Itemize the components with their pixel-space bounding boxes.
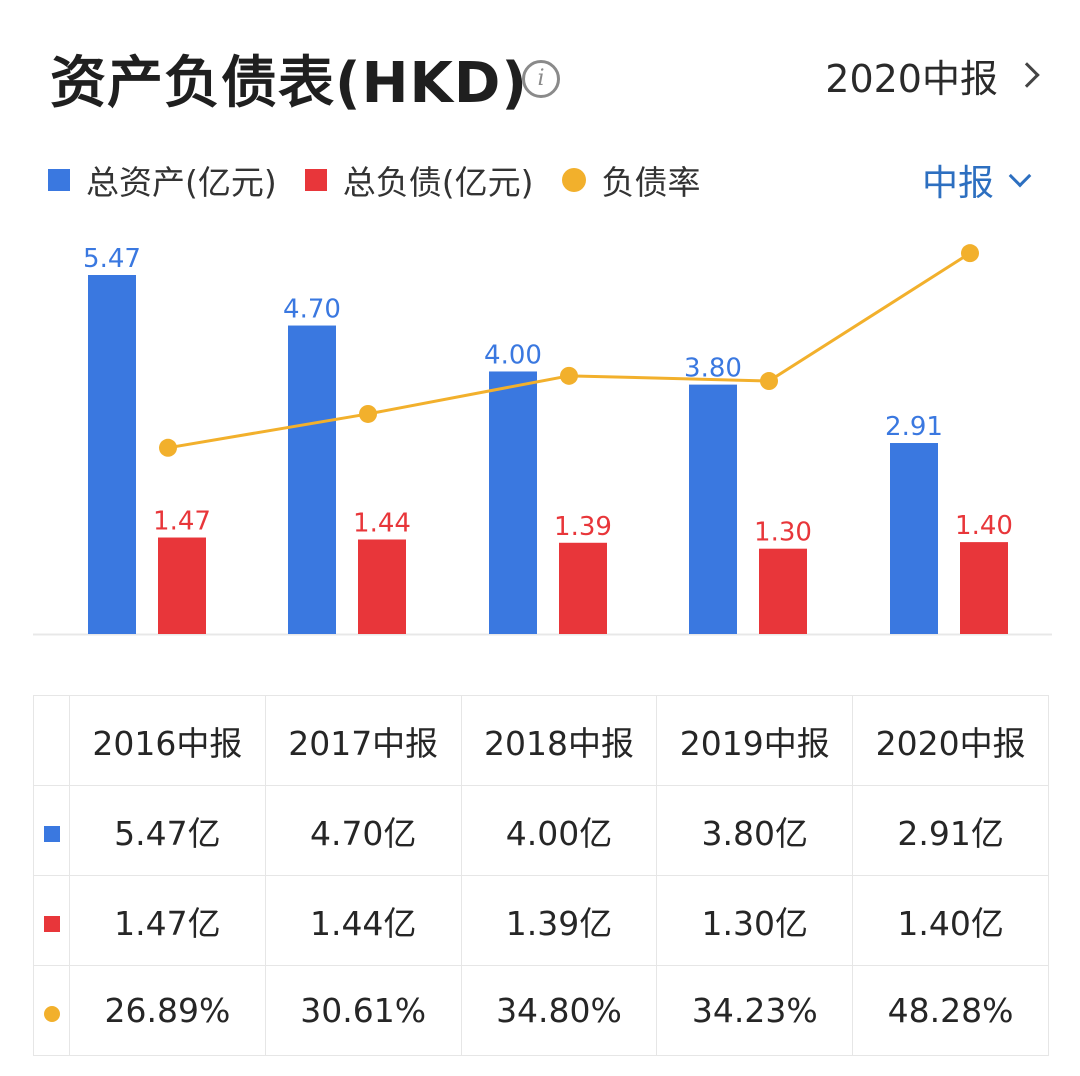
table-cell: 4.70亿 (264, 785, 462, 876)
period-link[interactable]: 2020中报 (825, 50, 1040, 101)
period-type-dropdown[interactable]: 中报 (921, 155, 1032, 205)
legend-swatch-assets (48, 169, 70, 191)
assets-marker-icon (43, 826, 60, 842)
bar-assets-0 (88, 275, 136, 634)
table-row: 26.89% 30.61% 34.80% 34.23% 48.28% (33, 965, 1049, 1056)
legend-label-ratio: 负债率 (601, 163, 701, 202)
table-key-cell (33, 785, 70, 876)
period-link-label: 2020中报 (825, 56, 998, 101)
legend-swatch-liabilities (304, 169, 327, 191)
legend-item-ratio[interactable]: 负债率 (561, 156, 701, 204)
data-label-liabilities-1: 1.44 (353, 508, 411, 538)
data-label-assets-1: 4.70 (283, 295, 341, 325)
table-header-cell: 2016中报 (69, 695, 266, 786)
chevron-down-icon (1008, 164, 1032, 188)
data-label-assets-4: 2.91 (885, 412, 943, 442)
table-corner-cell (33, 695, 70, 786)
bar-assets-1 (288, 325, 336, 634)
table-header-cell: 2017中报 (264, 695, 462, 786)
data-label-liabilities-4: 1.40 (955, 511, 1013, 541)
ratio-point-0 (159, 438, 177, 457)
legend-item-liabilities[interactable]: 总负债(亿元) (304, 156, 534, 204)
table-header-cell: 2019中报 (656, 695, 854, 786)
table-cell: 34.80% (460, 965, 658, 1056)
data-table: 2016中报 2017中报 2018中报 2019中报 2020中报 5.47亿 4.70亿… (33, 695, 1049, 1056)
period-type-label: 中报 (921, 163, 994, 204)
table-row: 5.47亿 4.70亿 4.00亿 3.80亿 2.91亿 (33, 785, 1049, 876)
page-title: 资产负债表(HKD) (50, 51, 528, 116)
table-header-cell: 2018中报 (460, 695, 658, 786)
table-cell: 3.80亿 (656, 785, 854, 876)
bar-assets-2 (489, 371, 537, 634)
legend-item-assets[interactable]: 总资产(亿元) (48, 156, 277, 204)
table-cell: 48.28% (852, 965, 1049, 1056)
table-header-cell: 2020中报 (852, 695, 1049, 786)
table-cell: 34.23% (656, 965, 854, 1056)
table-cell: 26.89% (69, 965, 266, 1056)
legend-label-assets: 总资产(亿元) (86, 163, 277, 202)
data-label-assets-2: 4.00 (484, 340, 542, 370)
balance-sheet-chart: 5.471.474.701.444.001.393.801.302.911.40 (33, 244, 1052, 636)
table-cell: 1.44亿 (264, 875, 462, 966)
liabilities-marker-icon (43, 916, 60, 932)
bar-liabilities-4 (960, 542, 1008, 634)
ratio-point-3 (760, 372, 778, 391)
legend-label-liabilities: 总负债(亿元) (342, 163, 534, 202)
ratio-point-2 (560, 366, 578, 385)
header: 资产负债表(HKD) i 2020中报 (0, 0, 1080, 150)
table-cell: 1.47亿 (69, 875, 266, 966)
table-cell: 1.40亿 (852, 875, 1049, 966)
table-cell: 1.39亿 (460, 875, 658, 966)
table-header-row: 2016中报 2017中报 2018中报 2019中报 2020中报 (33, 695, 1049, 786)
bar-assets-4 (890, 443, 938, 634)
bar-liabilities-3 (759, 548, 807, 634)
legend-swatch-ratio (561, 168, 586, 192)
data-label-liabilities-0: 1.47 (153, 507, 211, 537)
data-label-assets-0: 5.47 (83, 244, 141, 274)
chevron-right-icon (1014, 62, 1040, 88)
bar-assets-3 (689, 384, 737, 634)
table-cell: 4.00亿 (460, 785, 658, 876)
bar-liabilities-0 (158, 537, 206, 634)
table-cell: 30.61% (264, 965, 462, 1056)
bar-liabilities-1 (358, 539, 406, 634)
table-row: 1.47亿 1.44亿 1.39亿 1.30亿 1.40亿 (33, 875, 1049, 966)
info-icon[interactable]: i (522, 60, 560, 98)
table-cell: 2.91亿 (852, 785, 1049, 876)
data-label-liabilities-2: 1.39 (554, 512, 612, 542)
ratio-marker-icon (43, 1006, 60, 1022)
table-cell: 1.30亿 (656, 875, 854, 966)
table-key-cell (33, 965, 70, 1056)
ratio-point-4 (961, 244, 979, 263)
bar-liabilities-2 (559, 542, 607, 634)
legend: 总资产(亿元) 总负债(亿元) 负债率 (48, 155, 729, 205)
data-label-liabilities-3: 1.30 (754, 518, 812, 548)
table-cell: 5.47亿 (69, 785, 266, 876)
ratio-point-1 (359, 404, 377, 423)
table-key-cell (33, 875, 70, 966)
